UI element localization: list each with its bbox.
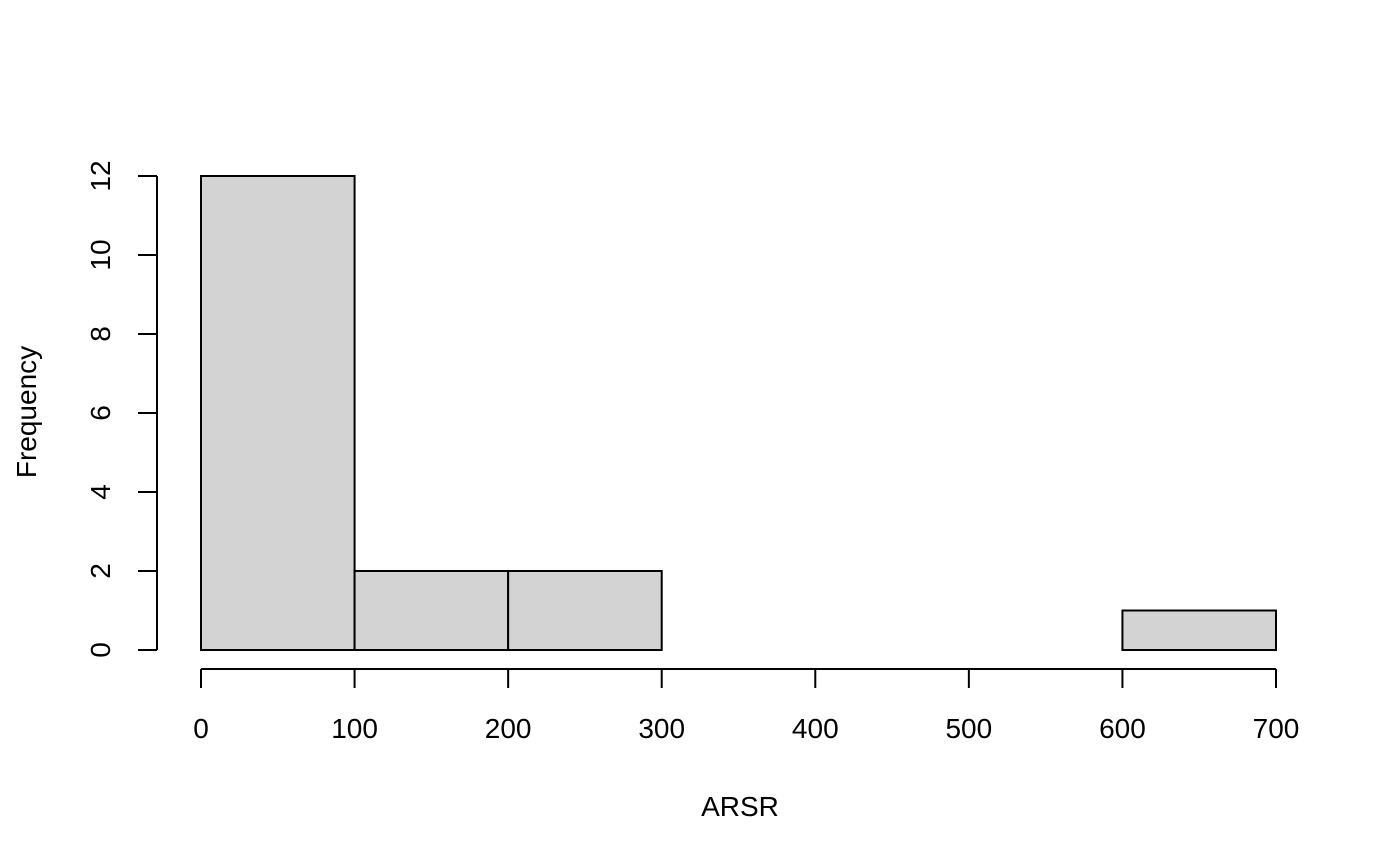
- bars-group: [200, 175, 1278, 651]
- y-tick-label: 8: [85, 326, 116, 342]
- y-tick-label: 6: [85, 405, 116, 421]
- x-tick-label: 300: [638, 713, 685, 744]
- y-tick-label: 10: [85, 239, 116, 270]
- y-tick-label: 12: [85, 160, 116, 191]
- x-tick-label: 600: [1099, 713, 1146, 744]
- x-tick-label: 0: [193, 713, 209, 744]
- histogram-bar: [200, 175, 356, 651]
- y-tick-label: 0: [85, 642, 116, 658]
- histogram-bar: [1121, 609, 1278, 651]
- histogram-bar: [507, 570, 663, 651]
- y-tick-label: 4: [85, 484, 116, 500]
- x-tick-label: 200: [485, 713, 532, 744]
- x-axis: 0 100 200 300 400 500 600 700: [193, 668, 1300, 744]
- x-axis-title: ARSR: [701, 791, 779, 822]
- x-tick-label: 100: [331, 713, 378, 744]
- x-tick-label: 700: [1253, 713, 1300, 744]
- y-axis: 0 2 4 6 8 10 12: [85, 160, 158, 658]
- y-axis-title: Frequency: [11, 346, 42, 478]
- y-tick-label: 2: [85, 563, 116, 579]
- histogram-bar: [353, 570, 510, 651]
- x-tick-label: 500: [945, 713, 992, 744]
- x-tick-label: 400: [792, 713, 839, 744]
